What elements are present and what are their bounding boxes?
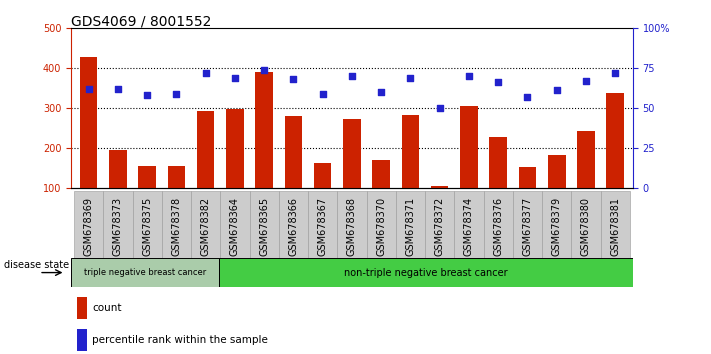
Text: non-triple negative breast cancer: non-triple negative breast cancer: [344, 268, 508, 278]
Point: [141, 92, 153, 98]
Point: [493, 80, 504, 85]
Bar: [77, 297, 87, 319]
Point: [580, 78, 592, 84]
FancyBboxPatch shape: [308, 191, 337, 258]
Text: GSM678381: GSM678381: [610, 196, 620, 256]
FancyBboxPatch shape: [74, 191, 103, 258]
Text: GSM678366: GSM678366: [289, 196, 299, 256]
Bar: [109, 150, 127, 227]
Text: GSM678364: GSM678364: [230, 196, 240, 256]
FancyBboxPatch shape: [513, 191, 542, 258]
Bar: [606, 93, 624, 227]
FancyBboxPatch shape: [454, 191, 483, 258]
Bar: [314, 162, 331, 227]
Text: GSM678376: GSM678376: [493, 196, 503, 256]
Point: [259, 67, 270, 73]
Point: [346, 73, 358, 79]
FancyBboxPatch shape: [132, 191, 162, 258]
FancyBboxPatch shape: [572, 191, 601, 258]
Text: GSM678368: GSM678368: [347, 196, 357, 256]
Text: GSM678369: GSM678369: [84, 196, 94, 256]
Bar: [460, 106, 478, 227]
Point: [229, 75, 240, 81]
Bar: [71, 258, 219, 287]
Point: [83, 86, 95, 92]
Bar: [577, 131, 595, 227]
Text: GSM678374: GSM678374: [464, 196, 474, 256]
Bar: [139, 166, 156, 227]
Bar: [226, 109, 244, 227]
Text: GSM678367: GSM678367: [318, 196, 328, 256]
Bar: [168, 166, 185, 227]
Text: percentile rank within the sample: percentile rank within the sample: [92, 335, 268, 345]
Text: GSM678380: GSM678380: [581, 196, 591, 256]
FancyBboxPatch shape: [601, 191, 630, 258]
Text: triple negative breast cancer: triple negative breast cancer: [84, 268, 206, 277]
Point: [171, 91, 182, 97]
Text: GSM678371: GSM678371: [405, 196, 415, 256]
FancyBboxPatch shape: [162, 191, 191, 258]
Point: [200, 70, 211, 76]
Bar: [343, 119, 360, 227]
Text: disease state: disease state: [4, 261, 69, 270]
FancyBboxPatch shape: [542, 191, 572, 258]
FancyBboxPatch shape: [337, 191, 367, 258]
Point: [405, 75, 416, 81]
Point: [464, 73, 475, 79]
Bar: [80, 57, 97, 227]
Point: [375, 89, 387, 95]
Text: GSM678365: GSM678365: [260, 196, 269, 256]
FancyBboxPatch shape: [367, 191, 396, 258]
FancyBboxPatch shape: [483, 191, 513, 258]
Bar: [219, 258, 633, 287]
Text: count: count: [92, 303, 122, 313]
Text: GSM678377: GSM678377: [523, 196, 533, 256]
Point: [434, 105, 445, 111]
Text: GSM678378: GSM678378: [171, 196, 181, 256]
Bar: [519, 166, 536, 227]
Text: GSM678375: GSM678375: [142, 196, 152, 256]
Bar: [255, 72, 273, 227]
Text: GSM678382: GSM678382: [201, 196, 210, 256]
FancyBboxPatch shape: [396, 191, 425, 258]
Bar: [548, 155, 565, 227]
FancyBboxPatch shape: [103, 191, 132, 258]
FancyBboxPatch shape: [425, 191, 454, 258]
Point: [522, 94, 533, 100]
Bar: [197, 111, 215, 227]
FancyBboxPatch shape: [191, 191, 220, 258]
Text: GSM678373: GSM678373: [113, 196, 123, 256]
Text: GSM678372: GSM678372: [434, 196, 444, 256]
Text: GSM678379: GSM678379: [552, 196, 562, 256]
FancyBboxPatch shape: [250, 191, 279, 258]
Point: [112, 86, 124, 92]
Bar: [489, 137, 507, 227]
Point: [317, 91, 328, 97]
Text: GDS4069 / 8001552: GDS4069 / 8001552: [71, 14, 211, 28]
Text: GSM678370: GSM678370: [376, 196, 386, 256]
Bar: [373, 160, 390, 227]
Bar: [431, 185, 449, 227]
FancyBboxPatch shape: [279, 191, 308, 258]
Point: [551, 88, 562, 93]
Bar: [284, 116, 302, 227]
Bar: [402, 115, 419, 227]
Point: [609, 70, 621, 76]
FancyBboxPatch shape: [220, 191, 250, 258]
Point: [288, 76, 299, 82]
Bar: [77, 329, 87, 351]
